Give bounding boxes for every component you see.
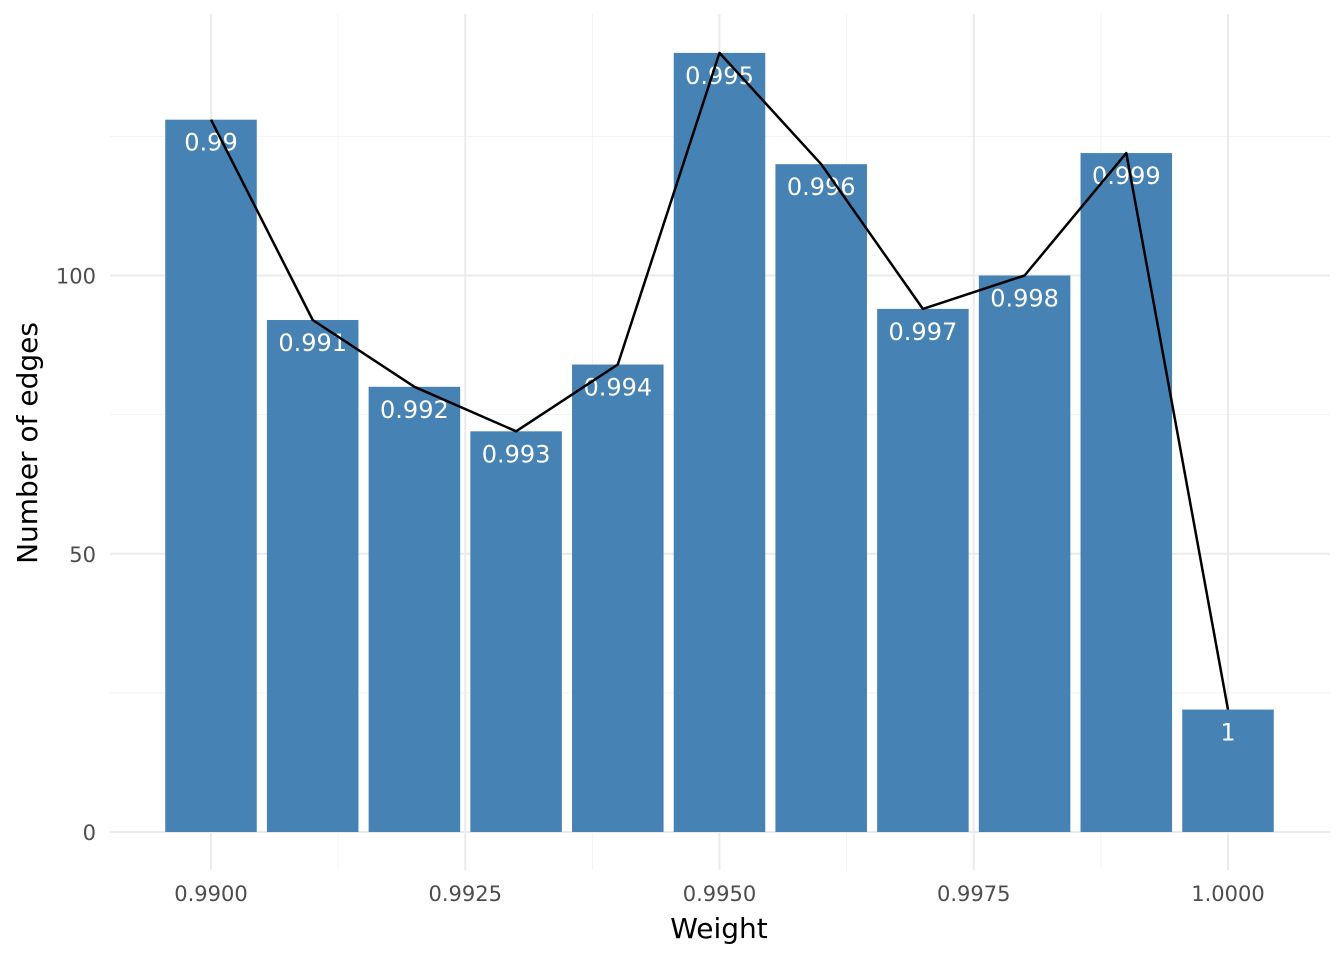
- x-tick-label: 0.9900: [174, 882, 247, 906]
- bar-value-label: 1: [1220, 719, 1235, 747]
- bar: [775, 164, 867, 832]
- bar-value-label: 0.995: [685, 62, 754, 90]
- x-tick-label: 0.9950: [683, 882, 756, 906]
- x-axis-ticks: 0.9900 0.9925 0.9950 0.9975 1.0000: [174, 882, 1264, 906]
- bar: [470, 431, 562, 832]
- bar-value-label: 0.991: [278, 329, 347, 357]
- x-axis-title: Weight: [670, 912, 768, 945]
- x-tick-label: 1.0000: [1191, 882, 1264, 906]
- bar: [1182, 709, 1274, 832]
- y-tick-label: 0: [83, 821, 96, 845]
- bar: [165, 119, 257, 833]
- bar: [673, 52, 766, 832]
- bar-value-label: 0.997: [889, 318, 958, 346]
- bar: [572, 364, 664, 832]
- x-tick-label: 0.9975: [937, 882, 1010, 906]
- bar-value-label: 0.994: [583, 374, 652, 402]
- bar-value-label: 0.998: [990, 285, 1059, 313]
- bar-value-label: 0.993: [482, 440, 551, 468]
- y-tick-label: 50: [69, 543, 96, 567]
- bar-value-label: 0.99: [184, 129, 237, 157]
- bar: [266, 320, 359, 832]
- trend-line: [209, 51, 1230, 710]
- bar: [368, 386, 461, 832]
- bar: [978, 275, 1071, 832]
- bar: [1080, 153, 1173, 832]
- y-axis-ticks: 0 50 100: [56, 265, 96, 846]
- bars: [165, 52, 1274, 833]
- bar: [877, 308, 969, 832]
- y-tick-label: 100: [56, 265, 96, 289]
- bar-value-label: 0.992: [380, 396, 449, 424]
- x-tick-label: 0.9925: [429, 882, 502, 906]
- y-axis-title: Number of edges: [11, 322, 44, 564]
- trend-line-group: [209, 51, 1230, 710]
- bar-value-label: 0.999: [1092, 162, 1161, 190]
